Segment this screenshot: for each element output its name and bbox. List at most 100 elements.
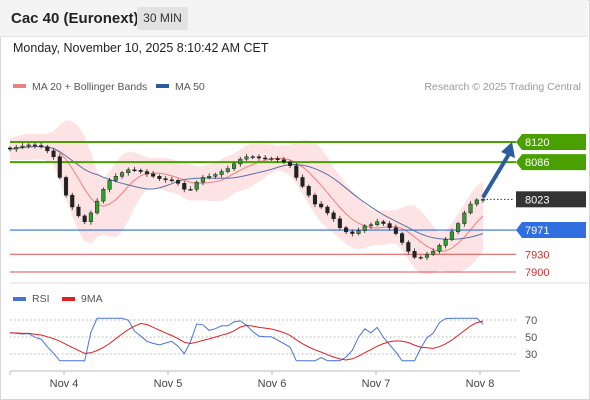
ma50-legend-label: MA 50	[175, 81, 205, 93]
forecast-arrow-head	[501, 142, 515, 158]
candle-body	[32, 144, 37, 147]
candle-body	[344, 227, 349, 233]
candle-body	[431, 251, 436, 255]
ma50-legend-swatch	[156, 84, 169, 88]
candle-body	[375, 221, 380, 225]
candle-body	[26, 144, 31, 147]
rsi-line	[9, 317, 484, 362]
candle-body	[207, 176, 212, 178]
candle-body	[244, 156, 249, 160]
level-label-8086: 8086	[525, 157, 549, 169]
candle-body	[175, 180, 181, 184]
rsi-tick-label: 70	[525, 315, 537, 327]
forecast-arrow-shaft	[481, 152, 511, 199]
candle-body	[412, 251, 417, 258]
level-badge-8023	[516, 191, 586, 208]
level-label-8023: 8023	[525, 194, 549, 206]
candle-body	[387, 223, 392, 228]
rsi-legend-swatch	[13, 297, 26, 301]
candle-body	[424, 254, 430, 258]
candle-body	[7, 147, 13, 150]
level-label-7971: 7971	[525, 225, 549, 237]
candle-body	[443, 239, 448, 246]
candle-body	[350, 231, 355, 234]
price-layer: 8120 8086 8023 7971 7930 7900	[7, 120, 586, 279]
candle-body	[163, 178, 168, 181]
rsi-tick-label: 50	[525, 332, 537, 344]
level-label-7930: 7930	[525, 249, 549, 261]
candle-body	[337, 218, 342, 228]
candle-body	[238, 158, 243, 165]
candle-body	[126, 169, 131, 173]
candle-body	[213, 174, 218, 177]
ma9-legend-label: 9MA	[81, 293, 103, 305]
candle-body	[256, 156, 261, 159]
rsi-legend-label: RSI	[32, 293, 50, 305]
candle-body	[437, 245, 442, 252]
candle-body	[362, 225, 367, 231]
x-tick-label: Nov 7	[362, 378, 391, 390]
candle-body	[325, 206, 330, 214]
candle-body	[194, 181, 199, 190]
level-label-7900: 7900	[525, 267, 549, 279]
candle-body	[20, 145, 25, 148]
candle-body	[219, 171, 224, 175]
candle-body	[462, 212, 467, 224]
candle-body	[232, 163, 237, 169]
candle-body	[132, 169, 137, 172]
candle-body	[275, 158, 280, 160]
ma9-legend-swatch	[62, 297, 75, 301]
candle-body	[45, 146, 50, 152]
candle-body	[88, 212, 93, 223]
bb-legend-label: MA 20 + Bollinger Bands	[32, 81, 147, 93]
timestamp: Monday, November 10, 2025 8:10:42 AM CET	[13, 41, 269, 55]
candle-body	[393, 227, 398, 234]
candle-body	[57, 156, 62, 178]
candle-body	[119, 172, 125, 177]
level-label-8120: 8120	[525, 137, 549, 149]
candle-body	[400, 233, 405, 243]
candle-body	[449, 231, 454, 240]
candle-body	[368, 224, 374, 227]
candle-body	[138, 170, 143, 172]
x-tick-label: Nov 4	[50, 378, 79, 390]
instrument-title: Cac 40 (Euronext)	[11, 10, 139, 27]
candle-body	[144, 171, 149, 175]
candle-body	[113, 176, 118, 181]
candle-body	[406, 242, 411, 252]
candle-body	[288, 161, 293, 166]
candle-body	[76, 206, 81, 217]
candle-body	[250, 156, 255, 159]
candle-body	[319, 203, 324, 208]
candle-body	[263, 157, 268, 160]
x-axis: Nov 4 Nov 5 Nov 6 Nov 7 Nov 8	[9, 371, 495, 390]
candle-body	[169, 179, 174, 182]
candle-body	[356, 230, 361, 234]
candle-body	[63, 177, 69, 196]
candle-body	[306, 186, 311, 196]
header-bar: Cac 40 (Euronext) 30 MIN	[0, 0, 588, 37]
rsi-layer: 70 50 30	[9, 315, 537, 362]
candle-body	[225, 168, 230, 172]
candle-body	[200, 177, 205, 183]
candle-body	[82, 215, 87, 223]
rsi-ma-line	[9, 320, 484, 361]
candle-body	[182, 183, 187, 190]
candle-body	[151, 173, 156, 177]
candle-body	[281, 159, 286, 163]
candle-body	[95, 200, 100, 214]
level-badge-8120	[516, 134, 586, 150]
candle-body	[381, 221, 386, 224]
candle-body	[418, 256, 423, 259]
candle-body	[300, 177, 305, 187]
candle-body	[468, 203, 473, 214]
candle-body	[51, 150, 56, 158]
candle-body	[456, 223, 461, 233]
candle-body	[70, 194, 75, 208]
x-tick-label: Nov 8	[466, 378, 495, 390]
candle-body	[474, 199, 479, 205]
candle-body	[101, 189, 106, 202]
bb-legend-swatch	[13, 84, 26, 88]
timeframe-button[interactable]: 30 MIN	[137, 7, 188, 30]
